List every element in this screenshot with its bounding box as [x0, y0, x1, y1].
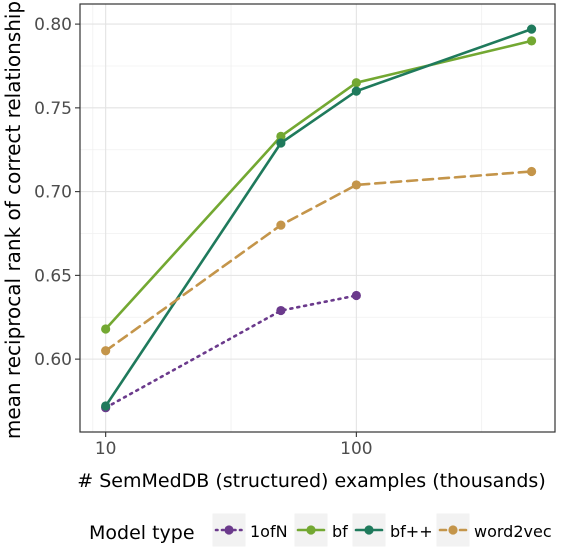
legend-marker-bf: [306, 525, 316, 535]
y-axis-label: mean reciprocal rank of correct relation…: [1, 1, 25, 439]
data-point-bf: [101, 324, 111, 334]
legend-marker-word2vec: [448, 525, 458, 535]
series-line-bf++: [104, 27, 533, 408]
data-point-bf++: [101, 401, 111, 411]
data-point-1ofN: [276, 305, 286, 316]
legend-marker-bf++: [364, 525, 374, 535]
legend-item-1ofN: 1ofN: [211, 512, 288, 548]
plot-panel-border: [79, 3, 556, 433]
y-tick-label: 0.65: [34, 266, 72, 286]
series-line-1ofN: [104, 294, 358, 410]
data-point-bf++: [351, 86, 361, 96]
data-point-word2vec: [101, 346, 111, 356]
legend-label-bf: bf: [332, 522, 348, 541]
legend-label-word2vec: word2vec: [474, 522, 552, 541]
legend-label-1ofN: 1ofN: [250, 522, 288, 541]
series-line-word2vec: [104, 170, 533, 353]
data-point-bf++: [526, 24, 537, 34]
series-bf++: [101, 24, 537, 411]
y-tick-label: 0.75: [34, 99, 72, 119]
legend-title: Model type: [89, 522, 195, 544]
legend-label-bf++: bf++: [390, 522, 433, 541]
legend-marker-1ofN: [224, 525, 234, 535]
legend: Model type 1ofN bf bf++ word2vec: [89, 512, 552, 548]
y-tick-label: 0.60: [34, 350, 72, 370]
series-bf: [101, 36, 537, 334]
y-tick-label: 0.80: [34, 15, 72, 35]
y-tick-label: 0.70: [34, 183, 72, 203]
data-point-bf++: [276, 138, 286, 148]
legend-item-word2vec: word2vec: [435, 512, 552, 548]
data-point-word2vec: [526, 166, 537, 177]
series-line-bf: [104, 39, 533, 331]
legend-item-bf++: bf++: [351, 512, 433, 548]
x-tick-label: 10: [95, 439, 117, 459]
data-point-bf: [351, 78, 361, 88]
series-word2vec: [101, 166, 537, 356]
data-point-bf: [276, 131, 286, 141]
x-tick-label: 100: [340, 439, 372, 459]
data-point-bf: [526, 36, 537, 46]
data-point-1ofN: [351, 290, 361, 301]
legend-item-bf: bf: [293, 512, 348, 548]
data-point-word2vec: [351, 180, 361, 190]
data-point-word2vec: [276, 220, 286, 230]
x-axis-label: # SemMedDB (structured) examples (thousa…: [77, 470, 545, 492]
